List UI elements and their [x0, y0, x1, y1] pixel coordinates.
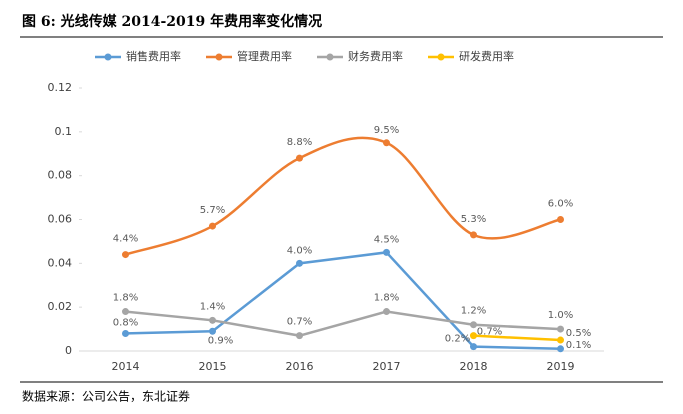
chart-title: 图 6: 光线传媒 2014-2019 年费用率变化情况 [22, 13, 322, 30]
data-label: 0.1% [566, 340, 591, 351]
x-tick-label: 2015 [199, 360, 227, 373]
legend-label: 管理费用率 [237, 49, 292, 63]
data-point [470, 231, 477, 239]
data-point [296, 154, 303, 162]
legend-marker [437, 53, 445, 61]
data-point [557, 345, 564, 353]
data-label: 0.9% [208, 335, 233, 346]
data-point [296, 259, 303, 267]
y-tick-label: 0.04 [48, 256, 73, 269]
data-label: 0.7% [287, 317, 312, 328]
x-tick-label: 2018 [460, 360, 488, 373]
legend-marker [326, 53, 334, 61]
x-tick-label: 2017 [373, 360, 401, 373]
data-point [470, 332, 477, 340]
data-label: 1.2% [461, 306, 486, 317]
data-point [383, 139, 390, 147]
data-point [470, 321, 477, 329]
series-line [125, 251, 561, 351]
series-line [125, 310, 561, 337]
data-label: 6.0% [548, 199, 573, 210]
data-point [470, 343, 477, 351]
series-line [125, 136, 561, 256]
legend-label: 销售费用率 [126, 49, 181, 63]
data-point [122, 251, 129, 259]
data-label: 9.5% [374, 125, 399, 136]
y-tick-label: 0.12 [48, 81, 73, 94]
y-tick-label: 0.06 [48, 213, 73, 226]
data-point [296, 332, 303, 340]
data-point [209, 327, 216, 335]
data-label: 5.3% [461, 214, 486, 225]
data-point [383, 308, 390, 316]
legend-label: 研发费用率 [459, 49, 514, 63]
legend-label: 财务费用率 [348, 49, 403, 63]
x-tick-label: 2014 [112, 360, 140, 373]
data-label: 8.8% [287, 137, 312, 148]
data-label: 0.7% [477, 327, 502, 338]
data-point [122, 329, 129, 337]
data-point [209, 316, 216, 324]
data-point [209, 222, 216, 230]
data-point [557, 216, 564, 223]
data-point [557, 336, 564, 344]
data-label: 4.5% [374, 234, 399, 245]
data-point [383, 248, 390, 256]
legend-marker [215, 53, 223, 61]
data-label: 5.7% [200, 205, 225, 216]
source-note: 数据来源：公司公告，东北证券 [22, 389, 190, 404]
data-label: 0.8% [113, 317, 138, 328]
data-label: 1.4% [200, 301, 225, 312]
series-line [473, 334, 561, 342]
data-label: 4.0% [287, 245, 312, 256]
y-tick-label: 0.02 [48, 300, 73, 313]
data-label: 0.2% [445, 334, 470, 345]
y-tick-label: 0.1 [55, 125, 73, 138]
y-tick-label: 0.08 [48, 169, 73, 182]
data-point [122, 308, 129, 316]
x-tick-label: 2019 [547, 360, 575, 373]
data-label: 1.8% [113, 293, 138, 304]
data-label: 1.8% [374, 293, 399, 304]
data-label: 4.4% [113, 234, 138, 245]
data-point [557, 325, 564, 333]
data-label: 0.5% [566, 328, 591, 339]
y-tick-label: 0 [65, 344, 72, 357]
x-tick-label: 2016 [286, 360, 314, 373]
data-label: 1.0% [548, 310, 573, 321]
legend-marker [104, 53, 112, 61]
